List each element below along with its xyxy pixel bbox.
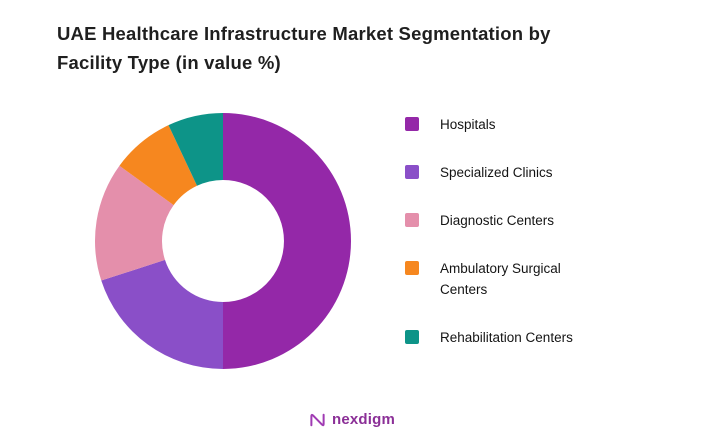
legend-item: Diagnostic Centers — [405, 211, 620, 232]
donut-chart-svg — [94, 113, 351, 369]
legend-swatch — [405, 117, 419, 131]
donut-chart — [94, 112, 352, 370]
donut-slice-ambulatory-surgical-centers — [119, 125, 198, 206]
legend-item: Rehabilitation Centers — [405, 328, 620, 349]
legend-label: Ambulatory Surgical Centers — [440, 260, 561, 297]
brand-logo: nexdigm — [0, 410, 703, 429]
legend-label: Hospitals — [440, 117, 496, 132]
legend-label: Specialized Clinics — [440, 164, 553, 180]
donut-slice-hospitals — [223, 113, 351, 369]
brand-name: nexdigm — [331, 411, 396, 428]
donut-slice-rehabilitation-centers — [168, 113, 223, 186]
legend-swatch — [405, 212, 419, 227]
chart-title: UAE Healthcare Infrastructure Market Seg… — [57, 23, 551, 73]
legend-item: Hospitals — [405, 115, 620, 136]
legend-label: Diagnostic Centers — [440, 212, 555, 228]
legend-swatch — [405, 329, 419, 344]
legend-swatch — [405, 164, 419, 179]
legend-label: Rehabilitation Centers — [440, 329, 573, 345]
legend-item: Ambulatory Surgical Centers — [405, 259, 620, 301]
chart-legend: Hospitals Specialized Clinics Diagnostic C… — [405, 115, 620, 349]
legend-swatch — [405, 260, 419, 275]
nexdigm-logo-icon — [310, 413, 325, 427]
donut-slice-diagnostic-centers — [94, 165, 174, 281]
legend-item: Specialized Clinics — [405, 163, 620, 184]
donut-slice-specialized-clinics — [101, 259, 223, 369]
